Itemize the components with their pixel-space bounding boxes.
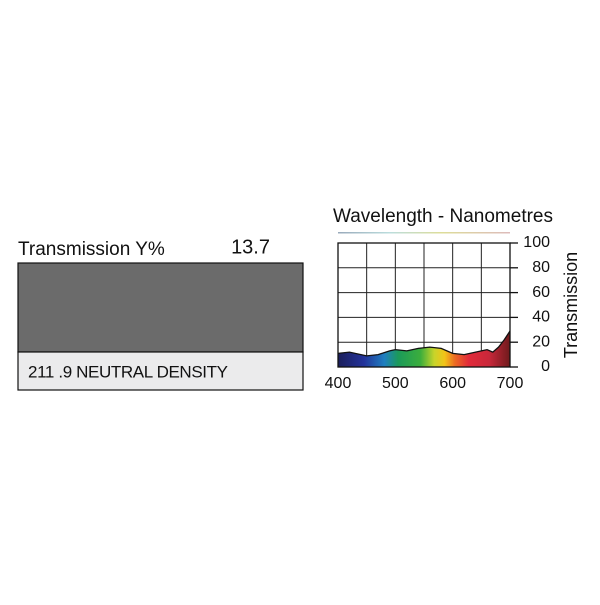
- x-tick-label: 600: [439, 375, 466, 392]
- y-tick-label: 20: [532, 333, 550, 350]
- plot-frame: [337, 242, 511, 368]
- title-underline: [338, 232, 510, 234]
- filter-name: 211 .9 NEUTRAL DENSITY: [28, 362, 228, 381]
- name-box: [17, 351, 304, 391]
- area-line: [337, 330, 511, 357]
- y-tick-label: 100: [523, 234, 550, 251]
- y-axis-label: Transmission: [561, 252, 581, 358]
- x-tick-label: 400: [325, 375, 352, 392]
- transmission-value: 13.7: [231, 236, 270, 258]
- y-tick-label: 40: [532, 309, 550, 326]
- color-swatch: [17, 262, 304, 353]
- area-fill: [338, 331, 510, 367]
- transmission-label: Transmission Y%: [18, 239, 165, 260]
- y-tick-label: 80: [532, 259, 550, 276]
- x-tick-label: 500: [382, 375, 409, 392]
- chart-title: Wavelength - Nanometres: [333, 206, 553, 227]
- y-tick-label: 60: [532, 284, 550, 301]
- x-tick-label: 700: [497, 375, 524, 392]
- y-tick-label: 0: [541, 358, 550, 375]
